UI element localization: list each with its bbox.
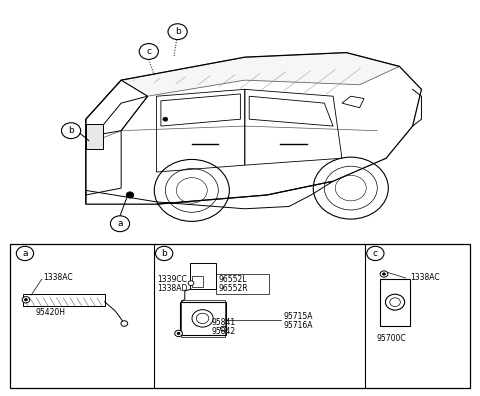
Text: c: c: [146, 47, 151, 56]
Circle shape: [380, 271, 388, 277]
Text: 1338AC: 1338AC: [43, 273, 73, 282]
Circle shape: [22, 297, 30, 303]
Circle shape: [163, 117, 168, 121]
Circle shape: [16, 246, 34, 261]
Text: 95715A: 95715A: [283, 312, 312, 321]
Circle shape: [188, 281, 194, 286]
Bar: [180, 302, 226, 335]
Bar: [181, 300, 225, 337]
Circle shape: [220, 326, 226, 331]
Circle shape: [383, 273, 385, 275]
Circle shape: [24, 299, 27, 301]
Text: 95716A: 95716A: [283, 321, 312, 330]
Text: a: a: [22, 249, 28, 258]
Text: b: b: [175, 27, 180, 36]
Circle shape: [168, 24, 187, 40]
Circle shape: [139, 44, 158, 59]
Circle shape: [156, 246, 173, 261]
Circle shape: [367, 246, 384, 261]
Text: 1338AD: 1338AD: [157, 284, 187, 293]
Circle shape: [126, 192, 134, 198]
Circle shape: [121, 321, 128, 326]
Text: 95420H: 95420H: [36, 308, 66, 317]
Text: 96552L: 96552L: [218, 275, 247, 284]
Text: 95842: 95842: [211, 327, 235, 336]
Polygon shape: [121, 53, 399, 96]
Bar: [190, 263, 216, 289]
Circle shape: [177, 332, 180, 335]
Text: 95841: 95841: [211, 318, 235, 327]
Circle shape: [110, 216, 130, 232]
Circle shape: [61, 123, 81, 139]
Bar: [380, 279, 410, 326]
Text: a: a: [117, 219, 123, 228]
Bar: [23, 294, 105, 306]
Text: 95700C: 95700C: [376, 334, 406, 343]
Text: b: b: [161, 249, 167, 258]
Bar: [10, 244, 470, 388]
Text: 1338AC: 1338AC: [410, 274, 440, 282]
Text: 96552R: 96552R: [218, 284, 248, 293]
Text: c: c: [373, 249, 378, 258]
Text: b: b: [68, 126, 74, 135]
Bar: [192, 276, 203, 287]
Bar: [216, 274, 269, 294]
Polygon shape: [86, 124, 104, 149]
Circle shape: [175, 330, 182, 337]
Text: 1339CC: 1339CC: [157, 275, 187, 284]
